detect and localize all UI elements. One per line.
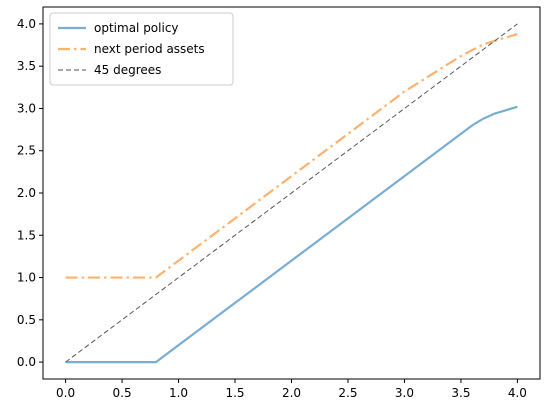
series-line-2 [65,23,518,363]
y-tick-label: 2.0 [17,186,36,200]
x-tick-label: 0.5 [113,386,132,400]
series-layer [65,23,518,364]
x-tick-label: 2.0 [282,386,301,400]
x-tick-label: 1.0 [169,386,188,400]
legend-label-2: 45 degrees [94,63,161,77]
x-axis: 0.0 0.5 1.0 1.5 2.0 2.5 3.0 3.5 4.0 [56,379,527,400]
y-tick-label: 4.0 [17,17,36,31]
x-tick-label: 3.0 [395,386,414,400]
x-tick-label: 4.0 [508,386,527,400]
y-tick-label: 2.5 [17,144,36,158]
y-axis: 0.0 0.5 1.0 1.5 2.0 2.5 3.0 3.5 4.0 [17,17,43,369]
x-tick-label: 0.0 [56,386,75,400]
series-line-0 [65,105,518,364]
y-tick-label: 0.5 [17,313,36,327]
x-tick-label: 3.5 [451,386,470,400]
x-tick-label: 1.5 [225,386,244,400]
legend-label-0: optimal policy [94,21,179,35]
y-tick-label: 1.0 [17,271,36,285]
legend-label-1: next period assets [94,42,205,56]
y-tick-label: 0.0 [17,355,36,369]
legend: optimal policy next period assets 45 degre… [49,12,234,86]
series-line-1 [65,32,518,279]
y-tick-label: 3.0 [17,101,36,115]
y-tick-label: 3.5 [17,59,36,73]
x-tick-label: 2.5 [338,386,357,400]
legend-frame [49,12,234,86]
y-tick-label: 1.5 [17,228,36,242]
